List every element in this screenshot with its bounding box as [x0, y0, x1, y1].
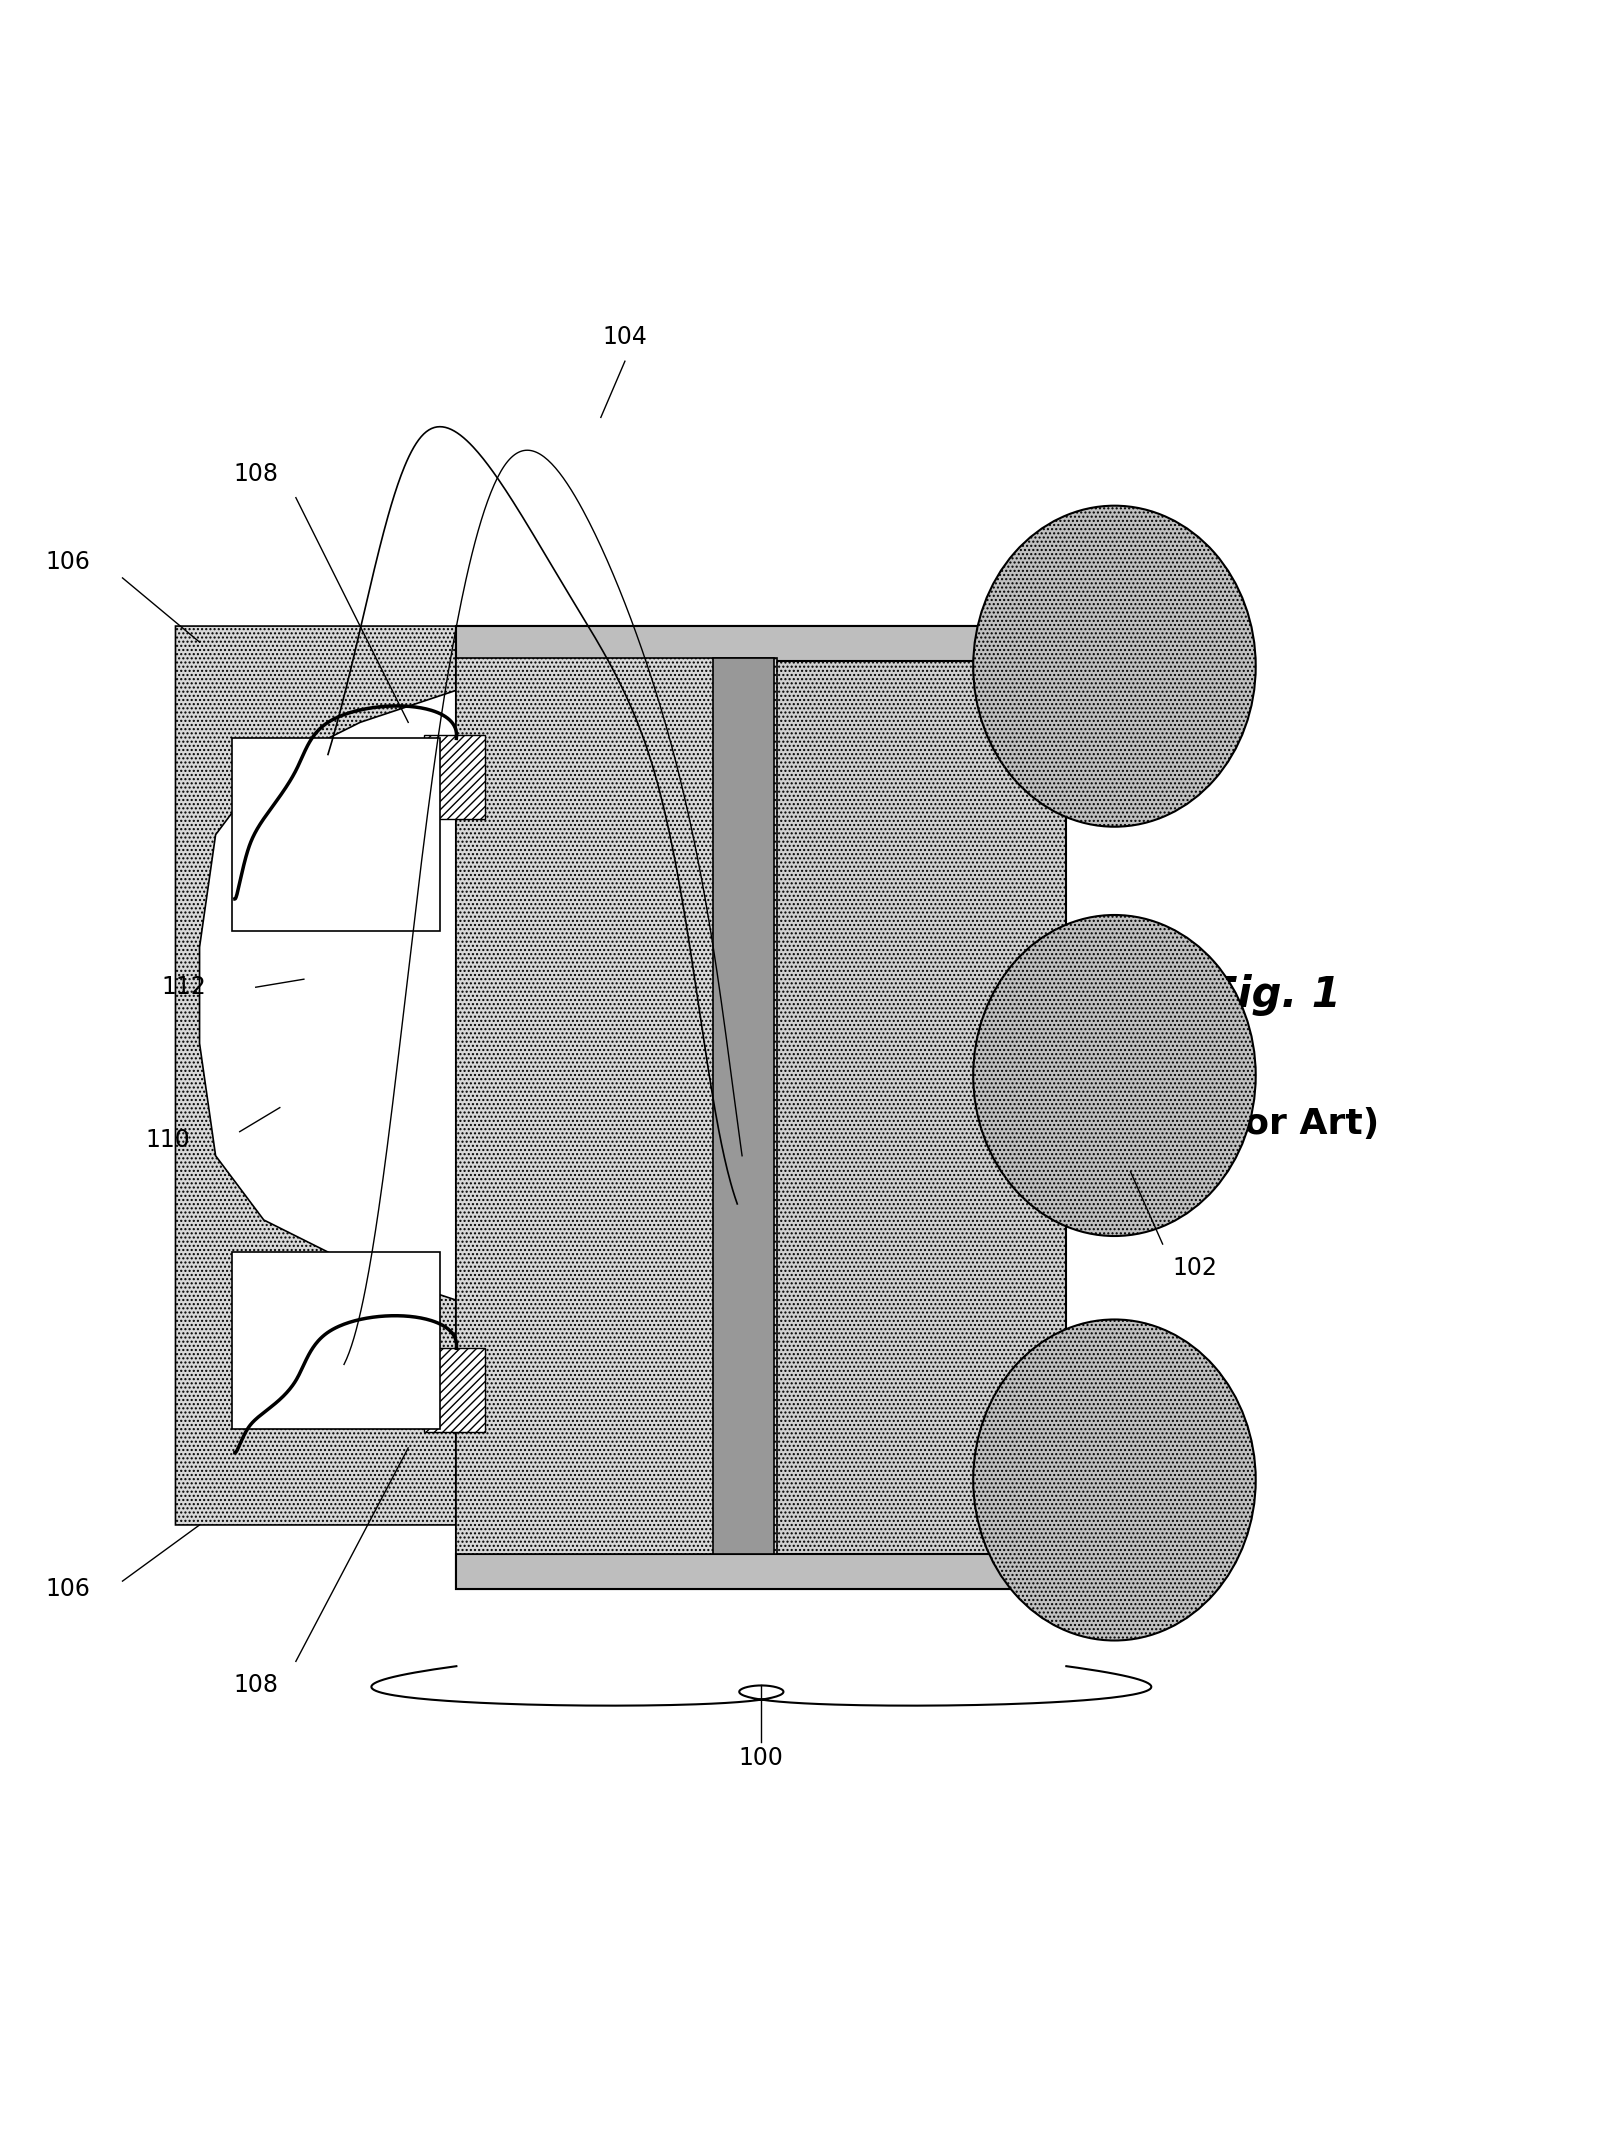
Ellipse shape — [973, 505, 1256, 826]
Text: 110: 110 — [146, 1127, 189, 1151]
Text: 106: 106 — [45, 551, 91, 574]
Bar — [457, 626, 1067, 660]
Text: 108: 108 — [233, 462, 278, 486]
Text: 106: 106 — [45, 1577, 91, 1600]
Text: 102: 102 — [1172, 1256, 1217, 1280]
Bar — [457, 1553, 1067, 1590]
Bar — [457, 658, 777, 1553]
Bar — [232, 1252, 440, 1428]
Text: 100: 100 — [738, 1747, 784, 1770]
Bar — [424, 736, 486, 820]
Text: 104: 104 — [602, 325, 648, 348]
Polygon shape — [175, 626, 457, 1525]
Bar — [714, 658, 774, 1553]
Bar — [424, 1349, 486, 1433]
Bar — [1022, 1032, 1083, 1116]
Text: Fig. 1: Fig. 1 — [1209, 974, 1341, 1015]
Text: 112: 112 — [162, 974, 206, 1000]
Bar — [1022, 607, 1083, 690]
Bar — [232, 738, 440, 931]
Ellipse shape — [973, 1319, 1256, 1641]
Ellipse shape — [973, 914, 1256, 1237]
Bar — [1022, 1461, 1083, 1544]
Text: 108: 108 — [233, 1673, 278, 1697]
Bar — [457, 626, 1067, 1590]
Text: (Prior Art): (Prior Art) — [1171, 1106, 1379, 1140]
